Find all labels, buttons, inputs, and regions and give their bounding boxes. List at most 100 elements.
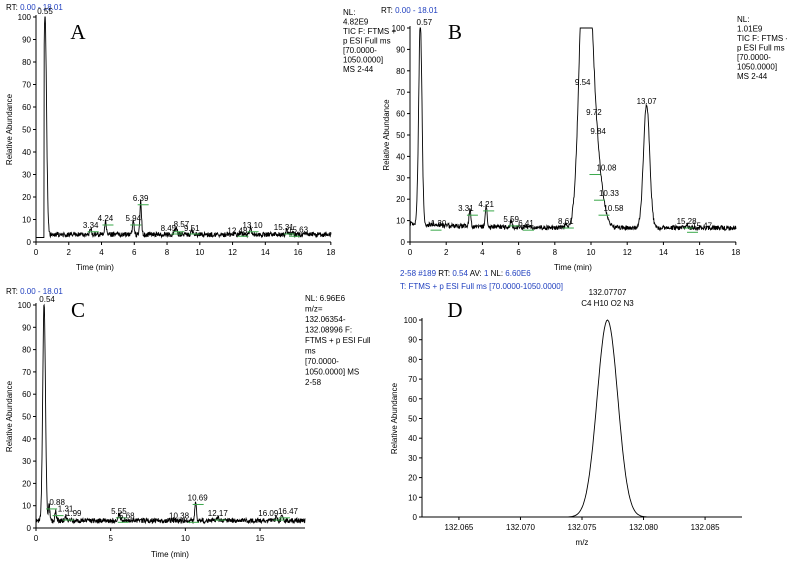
nl-info-line: TIC F: FTMS -: [737, 34, 787, 43]
y-tick-label: 70: [396, 88, 405, 97]
peak-label: 0.57: [417, 18, 433, 27]
x-tick-label: 0: [34, 534, 39, 543]
y-tick-label: 0: [27, 524, 32, 533]
peak-label: 9.72: [586, 108, 602, 117]
nl-info-line: TIC F: FTMS +: [343, 27, 396, 36]
peak-label: 4.24: [98, 214, 114, 223]
peak-label: 5.68: [119, 511, 135, 520]
y-tick-label: 60: [22, 390, 31, 399]
scan-header: 2-58 #189 RT: 0.54 AV: 1 NL: 6.60E6: [400, 269, 531, 278]
x-tick-label: 0: [34, 248, 39, 257]
x-tick-label: 6: [132, 248, 137, 257]
x-tick-label: 4: [480, 248, 485, 257]
nl-info-line: NL:: [343, 8, 355, 17]
nl-info-line: ms: [305, 347, 316, 356]
panel-letter: D: [447, 298, 462, 322]
peak-label: 15.63: [288, 225, 309, 234]
peak-label: 5.55: [111, 507, 127, 516]
x-tick-label: 6: [516, 248, 521, 257]
nl-info-line: p ESI Full ms: [343, 37, 391, 46]
x-tick-label: 132.075: [568, 523, 597, 532]
peak-label: 10.08: [596, 164, 617, 173]
peak-mz-label: 132.07707: [589, 288, 627, 297]
peak-label: 10.33: [599, 189, 620, 198]
y-tick-label: 90: [22, 323, 31, 332]
x-tick-label: 10: [195, 248, 204, 257]
y-tick-label: 90: [408, 336, 417, 345]
nl-info-line: 132.06354-: [305, 315, 346, 324]
nl-info-line: m/z=: [305, 305, 323, 314]
y-tick-label: 20: [22, 479, 31, 488]
peak-label: 8.45: [161, 224, 177, 233]
rt-header: RT: 0.00 - 18.01: [381, 6, 438, 15]
nl-info-line: MS 2-44: [737, 72, 768, 81]
mass-peak: [422, 319, 742, 518]
peak-label: 16.47: [278, 507, 299, 516]
y-tick-label: 10: [22, 216, 31, 225]
y-tick-label: 0: [413, 513, 418, 522]
panel-c: 0 10 20 30 40 50 60 70 80 90 100 0 5 10 15 Time (min) Re…: [5, 287, 371, 559]
y-tick-label: 20: [396, 195, 405, 204]
y-tick-label: 70: [408, 375, 417, 384]
rt-range: 0.00 - 18.01: [20, 3, 63, 12]
peak-label: 3.31: [458, 204, 474, 213]
x-tick-label: 0: [408, 248, 413, 257]
peak-label: 1.31: [58, 505, 74, 514]
peak-label: 5.59: [503, 215, 519, 224]
nl-info-line: NL:: [737, 15, 749, 24]
y-axis-label: Relative Abundance: [5, 93, 14, 165]
y-tick-label: 90: [396, 45, 405, 54]
rt-header: RT: 0.00 - 18.01: [6, 287, 63, 296]
peak-label: 10.69: [188, 493, 209, 502]
nl-info-line: 132.08996 F:: [305, 326, 352, 335]
scan-header-part: AV:: [470, 269, 484, 278]
y-tick-label: 20: [408, 474, 417, 483]
x-tick-label: 4: [99, 248, 104, 257]
panel-a: 0 10 20 30 40 50 60 70 80 90 100 0 2 4 6 8 10 12 14 16 18 Tim…: [5, 3, 396, 272]
scan-header-part: 0.54: [452, 269, 469, 278]
peak-label: 15.28: [677, 217, 698, 226]
peak-label: 6.41: [518, 219, 534, 228]
nl-info-line: 2-58: [305, 378, 322, 387]
scan-header-part: NL:: [491, 269, 506, 278]
scan-header-part: 6.60E6: [505, 269, 531, 278]
x-tick-label: 5: [108, 534, 113, 543]
x-axis-label: m/z: [576, 538, 589, 547]
y-tick-label: 40: [396, 152, 405, 161]
y-tick-label: 50: [396, 131, 405, 140]
y-tick-label: 30: [396, 174, 405, 183]
y-tick-label: 80: [22, 346, 31, 355]
x-tick-label: 18: [326, 248, 335, 257]
y-axis-label: Relative Abundance: [5, 380, 14, 452]
rt-label: RT:: [6, 287, 20, 296]
chromatogram-trace: [36, 16, 332, 239]
rt-label: RT:: [381, 6, 395, 15]
x-tick-label: 14: [659, 248, 668, 257]
y-tick-label: 30: [22, 457, 31, 466]
y-tick-label: 0: [27, 238, 32, 247]
chromatogram-trace: [35, 303, 306, 525]
x-tick-label: 2: [67, 248, 72, 257]
scan-header-part: RT:: [438, 269, 452, 278]
y-tick-label: 10: [408, 493, 417, 502]
x-tick-label: 12: [623, 248, 632, 257]
nl-info-line: [70.0000-: [737, 53, 771, 62]
y-tick-label: 100: [18, 13, 32, 22]
y-axis-label: Relative Abundance: [382, 99, 391, 171]
y-tick-label: 70: [22, 81, 31, 90]
x-tick-label: 10: [587, 248, 596, 257]
nl-info-line: NL: 6.96E6: [305, 294, 346, 303]
peak-label: 6.39: [133, 194, 149, 203]
nl-info-line: [70.0000-: [305, 357, 339, 366]
x-tick-label: 2: [444, 248, 449, 257]
peak-label: 10.58: [603, 204, 624, 213]
y-tick-label: 70: [22, 368, 31, 377]
peak-label: 13.07: [637, 97, 658, 106]
x-tick-label: 15: [256, 534, 265, 543]
panel-letter: B: [448, 20, 462, 44]
peak-label: 1.30: [431, 219, 447, 228]
peak-label: 9.54: [575, 78, 591, 87]
peak-label: 1.99: [66, 509, 82, 518]
panel-letter: A: [70, 20, 86, 44]
x-tick-label: 16: [695, 248, 704, 257]
